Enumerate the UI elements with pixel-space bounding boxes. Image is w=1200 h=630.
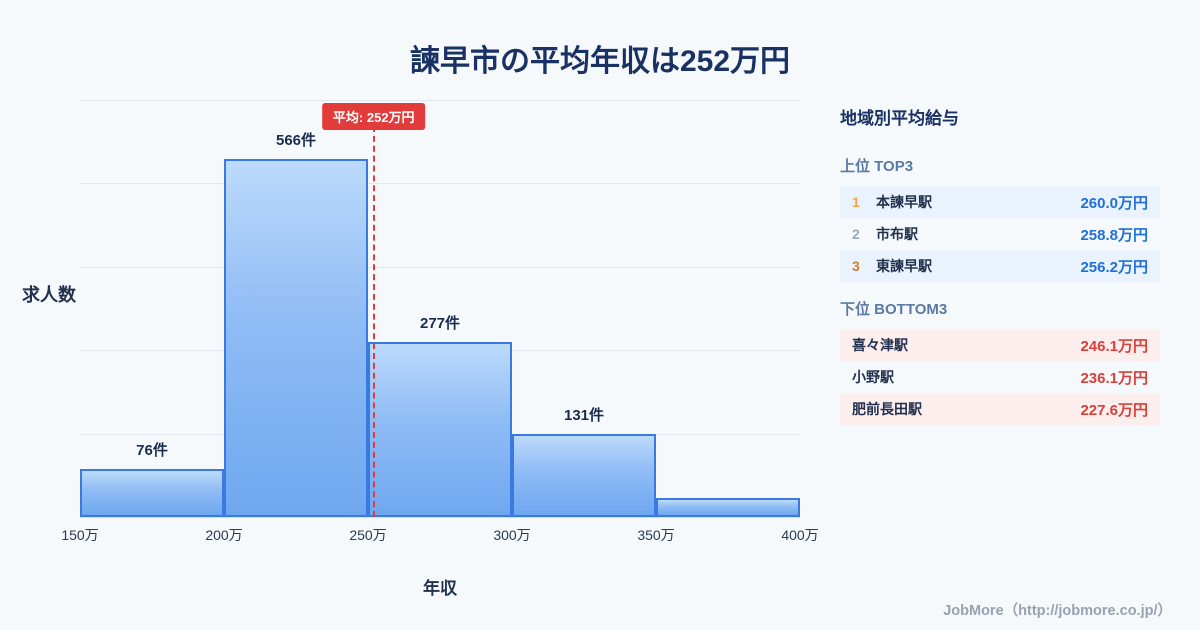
top3-heading: 上位 TOP3: [840, 158, 914, 175]
bar-count-label: 131件: [563, 407, 605, 424]
x-tick-label: 200万: [205, 527, 243, 543]
table-row: 3 東諫早駅 256.2万円: [840, 250, 1160, 282]
credit-text: JobMore（http://jobmore.co.jp/）: [943, 603, 1172, 619]
y-axis-label: 求人数: [22, 285, 76, 305]
grid-line: [80, 266, 800, 268]
x-tick-label: 400万: [781, 527, 819, 543]
salary-value: 236.1万円: [1080, 369, 1148, 387]
station-name: 喜々津駅: [852, 337, 908, 353]
histogram-bar: [80, 469, 224, 517]
station-name: 市布駅: [876, 226, 918, 242]
histogram-bar: [656, 498, 800, 517]
page-title: 諫早市の平均年収は252万円: [409, 45, 791, 78]
table-row: 肥前長田駅 227.6万円: [840, 393, 1160, 425]
histogram-plot-area: 平均: 252万円 76件 566件 277件 131件 150万 200万 250万 300…: [61, 100, 819, 543]
table-row: 2 市布駅 258.8万円: [840, 218, 1160, 250]
x-tick-label: 350万: [637, 527, 675, 543]
grid-line: [80, 517, 800, 518]
grid-line: [80, 183, 800, 185]
histogram-bar: [512, 434, 656, 517]
average-line: [372, 126, 375, 517]
salary-value: 260.0万円: [1080, 194, 1148, 212]
table-row: 小野駅 236.1万円: [840, 361, 1160, 393]
x-tick-label: 300万: [493, 527, 531, 543]
bottom3-table: 喜々津駅 246.1万円小野駅 236.1万円肥前長田駅 227.6万円: [840, 329, 1160, 425]
bar-count-label: 566件: [275, 132, 317, 149]
bar-count-label: 76件: [136, 442, 168, 459]
salary-value: 258.8万円: [1080, 226, 1148, 244]
salary-value: 227.6万円: [1080, 401, 1148, 419]
x-tick-label: 250万: [349, 527, 387, 543]
station-name: 本諫早駅: [876, 194, 932, 210]
x-axis-label: 年収: [423, 579, 457, 598]
salary-value: 256.2万円: [1080, 258, 1148, 276]
sidebar-title: 地域別平均給与: [840, 109, 959, 128]
salary-value: 246.1万円: [1080, 337, 1148, 355]
region-salary-panel: 地域別平均給与 上位 TOP3 1 本諫早駅 260.0万円 2 市布駅 258.8万円 3…: [840, 104, 1160, 425]
grid-line: [80, 100, 800, 101]
top3-table: 1 本諫早駅 260.0万円 2 市布駅 258.8万円 3 東諫早駅 256.2万円: [840, 186, 1160, 282]
rank-badge: 2: [852, 226, 860, 242]
rank-badge: 1: [852, 194, 860, 210]
table-row: 1 本諫早駅 260.0万円: [840, 186, 1160, 218]
station-name: 肥前長田駅: [852, 401, 922, 417]
x-tick-label: 150万: [61, 527, 99, 543]
bottom3-heading: 下位 BOTTOM3: [840, 301, 948, 318]
station-name: 東諫早駅: [876, 258, 932, 274]
bar-count-label: 277件: [419, 315, 461, 332]
rank-badge: 3: [852, 258, 860, 274]
histogram-bar: [368, 342, 512, 517]
table-row: 喜々津駅 246.1万円: [840, 329, 1160, 361]
station-name: 小野駅: [852, 369, 894, 385]
average-badge: 平均: 252万円: [321, 103, 426, 130]
histogram-bar: [224, 159, 368, 517]
